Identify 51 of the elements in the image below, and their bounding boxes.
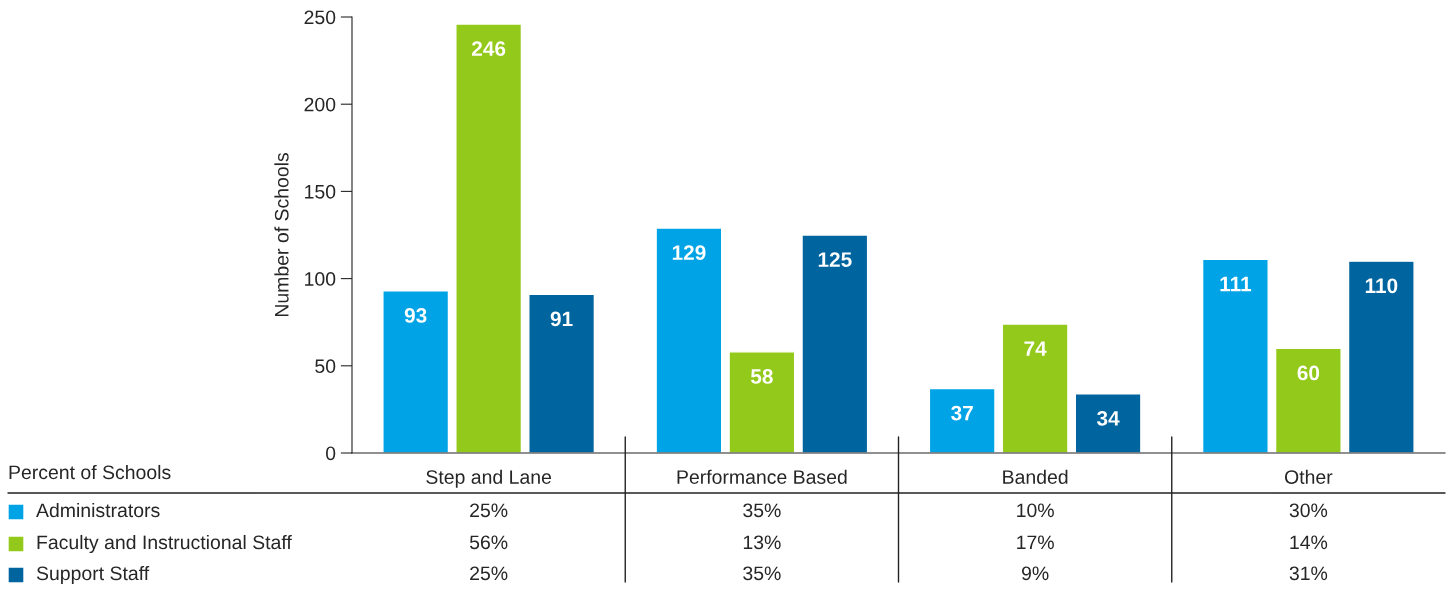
y-tick-label: 250	[304, 10, 336, 25]
bar	[728, 351, 796, 453]
data-label: 34	[1096, 410, 1120, 426]
bar	[655, 227, 723, 453]
x-tick-label: Performance Based	[677, 469, 847, 484]
legend-label: Faculty and Instructional Staff	[37, 534, 292, 554]
text: Percent of Schools	[9, 464, 171, 480]
text: 35%	[743, 503, 781, 518]
data-label: 74	[1024, 341, 1047, 356]
data-label: 246	[471, 41, 506, 56]
text: 13%	[743, 535, 781, 550]
legend-label: Support Staff	[36, 565, 150, 585]
bar	[382, 290, 450, 453]
x-tick-label: Step and Lane	[426, 469, 552, 488]
bar	[1074, 393, 1142, 453]
data-label: 60	[1297, 365, 1320, 381]
text: 56%	[469, 535, 508, 550]
text: 10%	[1017, 503, 1054, 518]
text: 25%	[470, 503, 508, 518]
bar	[1274, 347, 1342, 453]
text: 30%	[1289, 503, 1328, 518]
y-tick-label: 0	[325, 446, 336, 461]
text: 14%	[1290, 535, 1328, 550]
text: 17%	[1017, 535, 1054, 550]
y-axis-title: Number of Schools	[274, 153, 289, 317]
x-tick-label: Banded	[1003, 469, 1068, 484]
y-tick-label: 50	[315, 359, 336, 374]
bar	[455, 23, 523, 453]
data-label: 129	[672, 245, 706, 260]
data-label: 125	[818, 252, 852, 267]
text: 31%	[1289, 566, 1328, 581]
bar	[801, 234, 869, 453]
text: 35%	[743, 566, 781, 581]
x-tick-label: Other	[1284, 469, 1333, 484]
text: 25%	[470, 566, 508, 581]
legend-label: Administrators	[36, 502, 160, 518]
y-tick-label: 100	[305, 272, 336, 286]
data-label: 37	[951, 405, 973, 421]
bar	[928, 387, 996, 453]
data-label: 91	[550, 311, 573, 327]
y-tick-label: 150	[305, 184, 336, 199]
data-label: 93	[404, 308, 427, 323]
data-label: 58	[750, 369, 773, 384]
bar	[528, 293, 596, 453]
data-label: 110	[1365, 278, 1398, 294]
bar	[1001, 323, 1069, 453]
bar	[1201, 258, 1269, 453]
bar	[1347, 260, 1415, 453]
data-label: 111	[1220, 276, 1252, 292]
text: 9%	[1021, 566, 1049, 581]
y-tick-label: 200	[304, 97, 336, 112]
